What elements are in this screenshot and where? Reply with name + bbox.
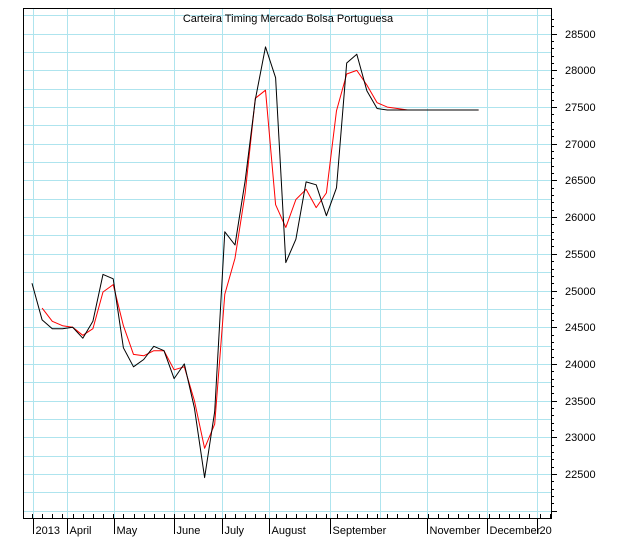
x-tick-label: 2013 — [36, 525, 60, 537]
series-line-0 — [31, 46, 479, 479]
y-tick-label: 28500 — [565, 29, 596, 41]
y-tick-label: 23500 — [565, 396, 596, 408]
y-tick-label: 26500 — [565, 175, 596, 187]
horizontal-gridlines — [23, 15, 551, 512]
y-tick-label: 27000 — [565, 139, 596, 151]
y-tick-label: 26000 — [565, 212, 596, 224]
x-axis-ticks: 2013 April May June July August September Novem… — [32, 514, 552, 537]
series-line-1 — [41, 69, 479, 449]
y-tick-label: 28000 — [565, 65, 596, 77]
x-tick-label: June — [177, 525, 201, 537]
x-tick-label: May — [117, 525, 138, 537]
plot-frame — [23, 8, 552, 519]
x-tick-label: July — [225, 525, 245, 537]
y-tick-label: 23000 — [565, 432, 596, 444]
x-tick-label: April — [70, 525, 92, 537]
x-tick-label: September — [333, 525, 387, 537]
y-axis-ticks: 22500 23000 23500 24000 24500 25000 25500 26000… — [551, 19, 596, 512]
x-tick-label: December — [490, 525, 541, 537]
series-lines — [31, 46, 479, 479]
y-tick-label: 27500 — [565, 102, 596, 114]
y-tick-label: 25500 — [565, 249, 596, 261]
y-tick-label: 22500 — [565, 469, 596, 481]
y-tick-label: 25000 — [565, 286, 596, 298]
y-tick-label: 24500 — [565, 322, 596, 334]
x-tick-label: 20 — [540, 525, 552, 537]
y-tick-label: 24000 — [565, 359, 596, 371]
x-tick-label: August — [272, 525, 306, 537]
chart-title: Carteira Timing Mercado Bolsa Portuguesa — [183, 13, 394, 25]
x-tick-label: November — [430, 525, 481, 537]
vertical-gridlines — [33, 8, 538, 518]
